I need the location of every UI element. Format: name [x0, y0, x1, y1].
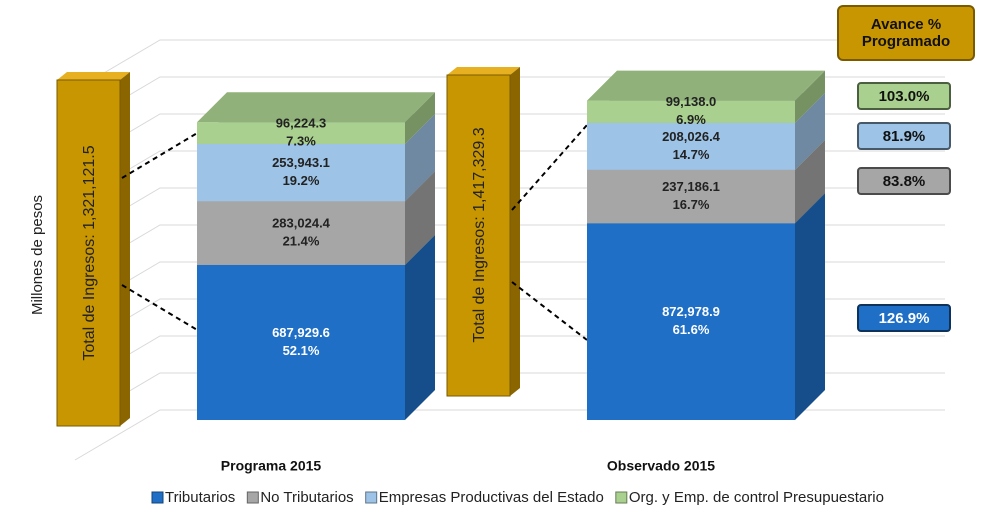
bar-side — [405, 171, 435, 265]
total-label: Total de Ingresos: 1,321,121.5 — [81, 145, 98, 360]
avance-label: 83.8% — [883, 173, 926, 190]
bar-segment — [197, 92, 435, 144]
bar-front — [197, 201, 405, 265]
total-box — [56, 79, 121, 427]
legend-swatch — [615, 491, 628, 504]
bar-side — [405, 113, 435, 202]
x-tick-label: Programa 2015 — [221, 458, 322, 474]
legend-label: No Tributarios — [260, 489, 353, 506]
bar-front — [587, 100, 795, 123]
share-label: 6.9% — [676, 112, 706, 127]
bar-side — [795, 139, 825, 224]
total-boxes: Total de Ingresos: 1,321,121.5 Total de … — [56, 67, 588, 427]
legend-label: Tributarios — [165, 489, 235, 506]
value-label: 253,943.1 — [272, 155, 330, 170]
avance-box — [857, 304, 951, 332]
x-tick-label: Observado 2015 — [607, 458, 715, 474]
legend-label: Empresas Productivas del Estado — [379, 489, 604, 506]
bars: 687,929.6 52.1% 283,024.4 21.4% 253,943.1 19.… — [197, 70, 825, 474]
value-label: 208,026.4 — [662, 129, 721, 144]
bar-front — [197, 122, 405, 144]
value-label: 872,978.9 — [662, 304, 720, 319]
share-label: 7.3% — [286, 134, 316, 149]
legend-label: Org. y Emp. de control Presupuestario — [629, 489, 884, 506]
avance-panel: Avance % Programado 126.9% 83.8% 81.9% 103.… — [837, 5, 975, 332]
value-label: 99,138.0 — [666, 94, 717, 109]
bar-side — [795, 92, 825, 170]
legend-swatch — [246, 491, 259, 504]
bar-front — [587, 223, 795, 420]
connector — [511, 124, 588, 211]
legend: Tributarios No Tributarios Empresas Produc… — [151, 489, 884, 506]
avance-label: 103.0% — [879, 88, 930, 105]
bar-front — [197, 143, 405, 202]
total-label: Total de Ingresos: 1,417,329.3 — [471, 127, 488, 342]
connectors — [121, 122, 588, 341]
bar-side — [405, 92, 435, 144]
connector — [511, 281, 588, 341]
bar-front — [587, 122, 795, 170]
y-axis-label: Millones de pesos — [29, 195, 46, 315]
box-side — [120, 72, 130, 426]
avance-box — [857, 167, 951, 195]
share-label: 14.7% — [673, 147, 710, 162]
share-label: 21.4% — [283, 234, 320, 249]
bar-top — [587, 70, 825, 101]
bar-segment — [587, 70, 825, 123]
value-label: 283,024.4 — [272, 216, 331, 231]
bar-side — [405, 234, 435, 420]
share-label: 52.1% — [283, 343, 320, 358]
value-label: 237,186.1 — [662, 179, 720, 194]
avance-title: Avance % Programado — [861, 16, 951, 50]
bar-front — [587, 169, 795, 224]
avance-box — [857, 122, 951, 150]
share-label: 19.2% — [283, 173, 320, 188]
legend-swatch — [365, 491, 378, 504]
value-label: 687,929.6 — [272, 325, 330, 340]
box-top — [57, 72, 130, 80]
avance-label: 126.9% — [879, 310, 930, 327]
bar-top — [197, 92, 435, 123]
bar-front — [197, 264, 405, 420]
legend-swatch — [151, 491, 164, 504]
avance-box — [857, 82, 951, 110]
bar-side — [795, 193, 825, 420]
box-top — [447, 67, 520, 75]
avance-header — [837, 5, 975, 61]
share-label: 61.6% — [673, 322, 710, 337]
value-label: 96,224.3 — [276, 116, 327, 131]
box-side — [510, 67, 520, 396]
avance-title-box: Avance % Programado — [861, 16, 951, 50]
total-box — [446, 74, 511, 397]
share-label: 16.7% — [673, 197, 710, 212]
bar-side — [795, 70, 825, 123]
avance-label: 81.9% — [883, 128, 926, 145]
